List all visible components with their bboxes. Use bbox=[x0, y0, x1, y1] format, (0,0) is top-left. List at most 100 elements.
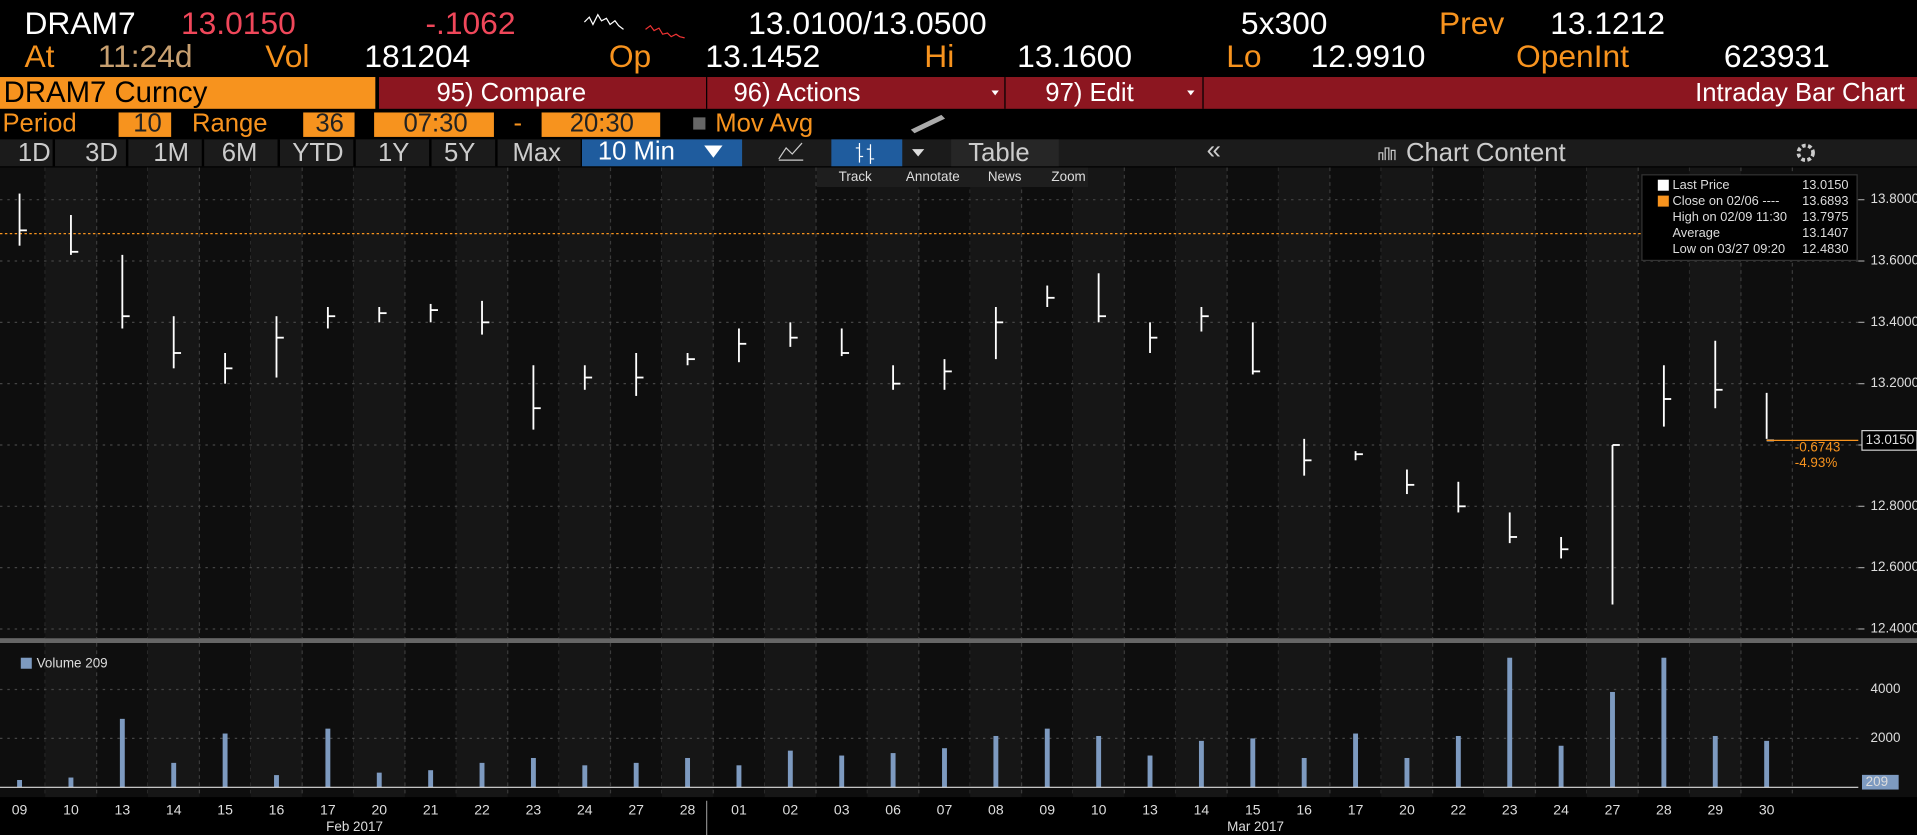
chart-content-icon bbox=[1378, 147, 1396, 161]
volume-bar bbox=[839, 755, 845, 788]
volume-bar bbox=[787, 750, 793, 788]
range[interactable]: 36 bbox=[315, 109, 344, 137]
openint: 623931 bbox=[1724, 38, 1830, 74]
volume-bar bbox=[1610, 691, 1615, 788]
x-tick-label: 28 bbox=[1656, 801, 1672, 817]
checkbox[interactable] bbox=[693, 117, 706, 130]
day-band bbox=[456, 167, 508, 639]
x-tick-label: 17 bbox=[1348, 801, 1364, 817]
start-time[interactable]: 07:30 bbox=[403, 109, 467, 137]
x-tick-label: 27 bbox=[1605, 801, 1621, 817]
chart-tool[interactable]: News bbox=[988, 169, 1022, 184]
legend-value: 13.1407 bbox=[1802, 225, 1848, 240]
compare-button[interactable]: 95) Compare bbox=[436, 79, 586, 107]
y-tick-label: 13.6000 bbox=[1871, 253, 1917, 268]
period-field[interactable] bbox=[118, 112, 172, 137]
bid-ask: 13.0100/13.0500 bbox=[748, 5, 986, 41]
x-tick-label: 13 bbox=[115, 801, 131, 817]
hi-label: Hi bbox=[924, 38, 954, 74]
period[interactable]: 10 bbox=[133, 109, 162, 137]
x-tick-label: 24 bbox=[1553, 801, 1569, 817]
end-time[interactable]: 20:30 bbox=[570, 109, 634, 137]
op-label: Op bbox=[609, 38, 651, 74]
end-field[interactable] bbox=[541, 112, 661, 137]
day-band bbox=[867, 167, 919, 639]
chart-tool[interactable]: Annotate bbox=[906, 169, 960, 184]
last-price-tag bbox=[1861, 430, 1917, 451]
volume-bar bbox=[171, 762, 177, 788]
settings-icon[interactable] bbox=[1796, 143, 1815, 162]
x-tick-label: 09 bbox=[12, 801, 28, 817]
bar-chart-icon bbox=[855, 143, 875, 164]
y-tick-label: 13.4000 bbox=[1871, 314, 1917, 329]
x-tick-label: 21 bbox=[423, 801, 439, 817]
x-tick-label: 15 bbox=[1245, 801, 1261, 817]
legend-label: Close on 02/06 ---- bbox=[1672, 193, 1779, 208]
bar-chart-button[interactable] bbox=[831, 139, 903, 167]
ticker: DRAM7 bbox=[24, 5, 135, 41]
edit-button[interactable]: 97) Edit bbox=[1045, 79, 1133, 107]
x-tick-label: 23 bbox=[1502, 801, 1518, 817]
vol: 181204 bbox=[364, 38, 470, 74]
line-chart-icon[interactable] bbox=[778, 142, 804, 161]
range-tab[interactable]: 3D bbox=[85, 139, 118, 167]
day-band bbox=[250, 167, 303, 639]
at-label: At bbox=[24, 38, 54, 74]
day-band bbox=[559, 167, 611, 639]
range-tab[interactable]: Max bbox=[512, 139, 561, 167]
collapse-icon[interactable]: « bbox=[1207, 136, 1221, 164]
interval[interactable]: 10 Min bbox=[598, 138, 675, 166]
table-button[interactable] bbox=[951, 139, 1059, 167]
range-tab[interactable]: 1M bbox=[153, 139, 189, 167]
y-tick-label: 2000 bbox=[1871, 730, 1901, 745]
x-tick-label: 10 bbox=[1091, 801, 1107, 817]
op: 13.1452 bbox=[705, 38, 820, 74]
day-band bbox=[1484, 167, 1536, 639]
x-tick-label: 17 bbox=[320, 801, 336, 817]
volume-bar bbox=[1558, 745, 1564, 788]
day-band bbox=[1072, 167, 1125, 639]
chart-tools bbox=[816, 167, 1089, 188]
dropdown-arrow bbox=[704, 145, 723, 158]
day-band bbox=[148, 167, 200, 639]
lo-label: Lo bbox=[1226, 38, 1261, 74]
volume-bar bbox=[1764, 740, 1770, 788]
day-band bbox=[1381, 167, 1433, 639]
chart-tool[interactable]: Track bbox=[839, 169, 872, 184]
start-field[interactable] bbox=[374, 112, 494, 137]
volume-bar bbox=[428, 770, 434, 788]
table[interactable]: Table bbox=[968, 139, 1029, 167]
x-tick-label: 30 bbox=[1759, 801, 1775, 817]
day-band bbox=[353, 643, 405, 798]
x-tick-label: 13 bbox=[1142, 801, 1158, 817]
security-box[interactable] bbox=[0, 77, 376, 109]
lo: 12.9910 bbox=[1311, 38, 1426, 74]
legend-value: 12.4830 bbox=[1802, 241, 1848, 256]
actions-button[interactable]: 96) Actions bbox=[734, 79, 861, 107]
volume-last: 209 bbox=[1866, 774, 1888, 789]
security[interactable]: DRAM7 Curncy bbox=[4, 76, 208, 109]
volume-bar bbox=[1301, 757, 1307, 788]
pen-icon[interactable] bbox=[910, 114, 946, 134]
range-tab[interactable]: YTD bbox=[292, 139, 343, 167]
mov-avg[interactable]: Mov Avg bbox=[715, 109, 813, 137]
chart-content[interactable]: Chart Content bbox=[1406, 139, 1566, 167]
function-title: Intraday Bar Chart bbox=[1695, 79, 1905, 107]
range-tab[interactable]: 1Y bbox=[378, 139, 409, 167]
volume-bar bbox=[1661, 657, 1667, 788]
hi: 13.1600 bbox=[1017, 38, 1132, 74]
volume-bar bbox=[376, 772, 382, 788]
range-field[interactable] bbox=[303, 112, 355, 137]
volume-bar bbox=[736, 765, 742, 788]
legend-box bbox=[1641, 174, 1858, 262]
dropdown-arrow[interactable] bbox=[912, 149, 925, 157]
vol-label: Vol bbox=[265, 38, 309, 74]
range-tab[interactable]: 5Y bbox=[444, 139, 475, 167]
range-tab[interactable]: 6M bbox=[222, 139, 258, 167]
sparkline bbox=[645, 24, 685, 39]
range-tab[interactable]: 1D bbox=[18, 139, 51, 167]
chart-tool[interactable]: Zoom bbox=[1051, 169, 1085, 184]
x-tick-label: 27 bbox=[628, 801, 644, 817]
volume-bar bbox=[633, 762, 639, 788]
